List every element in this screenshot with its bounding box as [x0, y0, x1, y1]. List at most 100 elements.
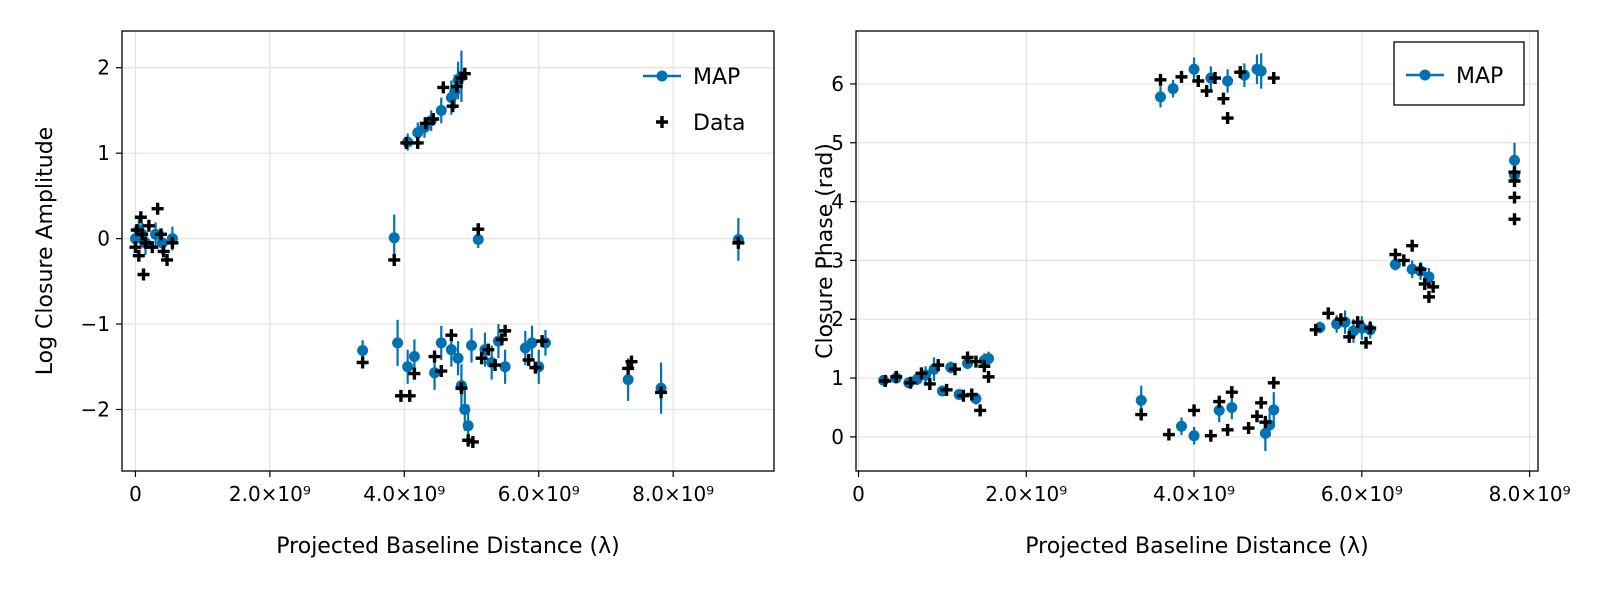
data-point	[1508, 175, 1521, 187]
legend-marker	[656, 70, 668, 82]
data-point	[1309, 323, 1322, 336]
x-tick-label: 8.0×10⁹	[1489, 482, 1571, 506]
data-point	[403, 389, 416, 402]
data-point	[1351, 316, 1364, 329]
y-tick-label: 3	[831, 248, 844, 272]
data-point	[1422, 290, 1435, 303]
data-point	[1225, 386, 1238, 399]
data-point	[1209, 72, 1222, 85]
map-point	[392, 337, 404, 349]
y-tick-label: 1	[831, 366, 844, 390]
legend: MAP	[1393, 41, 1525, 106]
panel-2: 0 2.0×10⁹ 4.0×10⁹ 6.0×10⁹ 8.0×10⁹ 0 1 2 3 4 5 6 Proj…	[813, 30, 1571, 559]
data-point	[529, 361, 542, 374]
map-point	[1188, 430, 1200, 442]
data-point	[1234, 66, 1247, 79]
data-point	[732, 236, 745, 249]
x-tick-label: 2.0×10⁹	[985, 482, 1067, 506]
data-point	[428, 350, 441, 363]
data-point	[472, 223, 485, 236]
data-point	[475, 352, 488, 365]
map-point	[1226, 401, 1238, 413]
map-point	[526, 337, 538, 349]
data-point	[445, 329, 458, 342]
map-point	[435, 104, 447, 116]
map-point	[1167, 83, 1179, 95]
data-point	[915, 367, 928, 380]
data-point	[1334, 313, 1347, 326]
y-tick-label: 2	[97, 56, 110, 80]
map-point	[1268, 404, 1280, 416]
series-data	[879, 66, 1521, 442]
data-point	[146, 241, 159, 254]
map-point	[1155, 91, 1167, 103]
data-point	[1213, 395, 1226, 408]
data-point	[948, 363, 961, 376]
data-point	[965, 388, 978, 401]
x-axis-label: Projected Baseline Distance (λ)	[1025, 534, 1368, 559]
y-tick-label: 1	[97, 141, 110, 165]
map-point	[452, 352, 464, 364]
data-point	[129, 241, 142, 254]
x-tick-label: 0	[852, 482, 865, 506]
data-point	[1162, 428, 1175, 441]
y-tick-label: 2	[831, 307, 844, 331]
legend-marker	[656, 116, 668, 128]
data-point	[134, 211, 147, 224]
data-point	[1343, 330, 1356, 343]
x-tick-label: 4.0×10⁹	[1153, 482, 1235, 506]
map-point	[1213, 404, 1225, 416]
data-point	[1267, 376, 1280, 389]
data-point	[1221, 423, 1234, 436]
map-point	[1259, 427, 1271, 439]
y-tick-label: 4	[831, 190, 844, 214]
series-map	[129, 50, 744, 448]
data-point	[522, 353, 535, 366]
y-tick-label: 5	[831, 131, 844, 155]
map-point	[462, 420, 474, 432]
data-point	[166, 236, 179, 249]
data-point	[536, 335, 549, 348]
data-point	[940, 383, 953, 396]
legend-entry-map: MAP	[1406, 64, 1503, 89]
data-point	[408, 367, 421, 380]
axes-frame	[855, 30, 1539, 472]
data-point	[923, 377, 936, 390]
data-point	[1192, 75, 1205, 87]
map-point	[445, 344, 457, 356]
map-point	[459, 403, 471, 415]
data-point	[1200, 85, 1213, 97]
legend: MAP Data	[643, 65, 746, 136]
y-axis-label: Log Closure Amplitude	[33, 127, 58, 375]
data-point	[499, 324, 512, 337]
data-point	[904, 376, 917, 389]
map-point	[622, 374, 634, 386]
data-point	[1188, 404, 1201, 417]
data-point	[974, 404, 987, 417]
data-point	[982, 370, 995, 383]
data-point	[427, 113, 440, 125]
legend-label: MAP	[1456, 64, 1503, 89]
data-point	[489, 359, 502, 372]
data-point	[1217, 92, 1230, 105]
map-point	[402, 361, 414, 373]
map-point	[357, 345, 369, 357]
data-point	[435, 365, 448, 378]
data-point	[1135, 408, 1148, 421]
data-point	[458, 67, 471, 80]
y-tick-label: −2	[81, 397, 110, 421]
x-tick-label: 6.0×10⁹	[498, 482, 580, 506]
data-point	[411, 136, 424, 149]
data-point	[932, 359, 945, 372]
legend-marker	[1419, 69, 1431, 81]
data-point	[1250, 410, 1263, 423]
data-point	[1389, 248, 1402, 261]
data-point	[388, 253, 401, 266]
data-point	[655, 386, 668, 399]
data-point	[1427, 280, 1440, 293]
y-tick-label: 0	[831, 425, 844, 449]
series-data	[129, 67, 745, 448]
data-point	[137, 268, 150, 281]
data-point	[879, 375, 892, 387]
